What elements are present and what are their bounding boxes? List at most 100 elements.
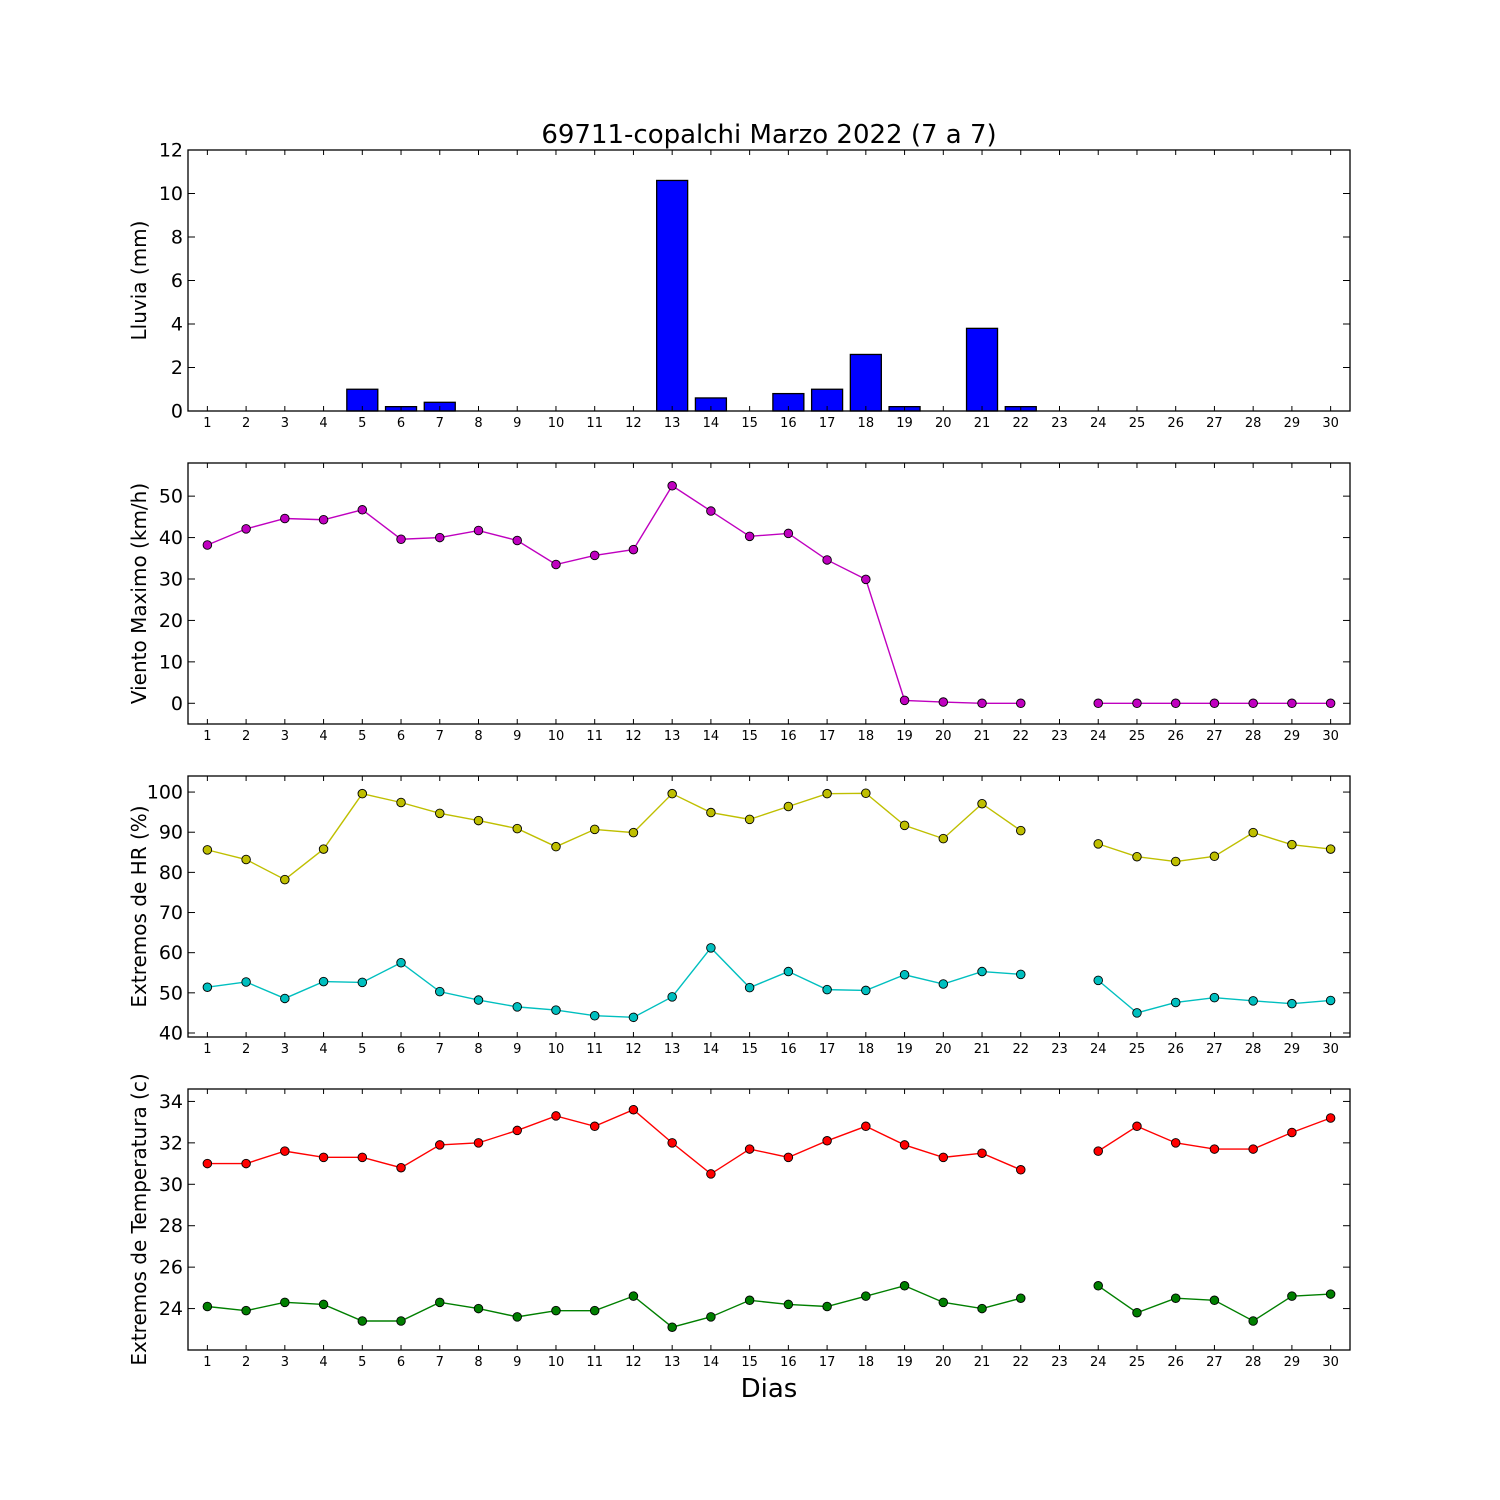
- chart-title: 69711-copalchi Marzo 2022 (7 a 7): [541, 120, 996, 150]
- series-2-point-day-9: [512, 1002, 522, 1012]
- x-tick-label: 19: [896, 1042, 913, 1057]
- series-1-point-day-6: [396, 534, 406, 544]
- series-1-point-day-18: [861, 1121, 871, 1132]
- series-1-point-day-24: [1093, 1146, 1103, 1156]
- series-1-point-day-5: [357, 1152, 368, 1163]
- series-1-point-day-22: [1016, 825, 1026, 836]
- series-1-point-day-4: [318, 515, 329, 525]
- series-2-point-day-12: [628, 1012, 639, 1023]
- series-2-point-day-20: [938, 1297, 949, 1308]
- x-tick-label: 1: [203, 1355, 211, 1370]
- x-tick-label: 24: [1090, 1042, 1107, 1057]
- series-2-point-day-6: [396, 957, 406, 968]
- x-tick-label: 6: [397, 729, 405, 744]
- x-tick-label: 10: [548, 729, 565, 744]
- series-2-point-day-2: [241, 977, 251, 987]
- x-tick-label: 9: [513, 1042, 521, 1057]
- series-2-point-day-15: [744, 982, 755, 993]
- x-tick-label: 22: [1012, 729, 1029, 744]
- x-tick-label: 23: [1051, 416, 1068, 431]
- y-tick-label: 4: [171, 314, 183, 336]
- series-2-point-day-12: [628, 1291, 639, 1301]
- series-1-point-day-13: [667, 481, 677, 491]
- series-2-point-day-8: [473, 995, 484, 1005]
- x-tick-label: 24: [1090, 1355, 1107, 1370]
- series-2-point-day-26: [1170, 997, 1181, 1008]
- x-tick-label: 28: [1245, 1355, 1262, 1370]
- series-1-point-day-14: [706, 807, 716, 818]
- series-2-point-day-17: [822, 984, 832, 995]
- x-tick-label: 16: [780, 416, 797, 431]
- y-tick-label: 10: [159, 183, 183, 205]
- x-tick-label: 29: [1284, 729, 1301, 744]
- x-tick-label: 16: [780, 1042, 797, 1057]
- series-2-point-day-8: [473, 1303, 484, 1314]
- x-tick-label: 15: [741, 1355, 758, 1370]
- series-1-point-day-6: [396, 797, 406, 808]
- x-tick-label: 8: [474, 1355, 482, 1370]
- series-1-point-day-29: [1287, 839, 1297, 850]
- series-2-point-day-30: [1325, 1289, 1336, 1299]
- series-2-point-day-22: [1016, 969, 1026, 980]
- series-1-point-day-21: [977, 1148, 987, 1158]
- x-tick-label: 3: [281, 1042, 289, 1057]
- series-1-point-day-7: [435, 808, 445, 819]
- x-tick-label: 11: [586, 416, 603, 431]
- x-tick-label: 2: [242, 416, 250, 431]
- series-2-point-day-10: [551, 1005, 561, 1015]
- series-1-point-day-3: [280, 874, 290, 885]
- x-tick-label: 4: [319, 1042, 327, 1057]
- series-1-point-day-10: [551, 841, 561, 852]
- x-tick-label: 17: [819, 416, 836, 431]
- series-2-point-day-21: [977, 1303, 987, 1314]
- x-tick-label: 22: [1012, 416, 1029, 431]
- x-tick-label: 18: [858, 1355, 875, 1370]
- x-tick-label: 25: [1129, 416, 1146, 431]
- panel-1: 1 2 3 4 5 6 7 8 9 10 11 12 13 14 15 16 17 18 19 20 21 22 23 24 2…: [127, 140, 1351, 431]
- series-1-point-day-20: [938, 833, 949, 844]
- series-2-point-day-17: [822, 1301, 832, 1312]
- y-tick-label: 24: [159, 1298, 183, 1320]
- x-tick-label: 15: [741, 729, 758, 744]
- panel-4-frame: [187, 1088, 1351, 1351]
- series-2-point-day-6: [396, 1316, 406, 1326]
- series-1-point-day-12: [628, 544, 639, 555]
- series-1-line-1: [207, 1108, 1022, 1175]
- panel-4-y-axis-label: Extremos de Temperatura (c): [127, 1073, 151, 1365]
- series-1-point-day-1: [202, 1158, 213, 1169]
- x-tick-label: 10: [548, 1042, 565, 1057]
- series-1-point-day-5: [357, 505, 368, 515]
- series-2-point-day-9: [512, 1312, 522, 1322]
- series-2-point-day-11: [589, 1305, 600, 1316]
- x-tick-label: 20: [935, 416, 952, 431]
- x-tick-label: 11: [586, 1355, 603, 1370]
- series-2-point-day-5: [357, 1316, 368, 1326]
- series-1-point-day-3: [280, 1146, 290, 1156]
- x-tick-label: 1: [203, 416, 211, 431]
- x-tick-label: 7: [436, 729, 444, 744]
- series-1-point-day-17: [822, 788, 832, 799]
- y-tick-label: 2: [171, 357, 183, 379]
- y-tick-label: 40: [159, 1022, 183, 1044]
- series-1-point-day-8: [473, 525, 484, 536]
- series-1-point-day-15: [744, 814, 755, 825]
- x-tick-label: 26: [1167, 416, 1184, 431]
- series-2-point-day-14: [706, 1312, 716, 1322]
- x-tick-label: 15: [741, 416, 758, 431]
- series-2-point-day-1: [202, 1301, 213, 1312]
- series-1-point-day-1: [202, 845, 213, 855]
- x-tick-label: 3: [281, 729, 289, 744]
- series-1-point-day-8: [473, 1138, 484, 1148]
- series-1-point-day-22: [1016, 1165, 1026, 1175]
- x-tick-label: 16: [780, 729, 797, 744]
- series-1-point-day-20: [938, 1152, 949, 1163]
- series-1-point-day-25: [1132, 851, 1142, 862]
- x-tick-label: 25: [1129, 1042, 1146, 1057]
- series-1-point-day-26: [1170, 698, 1181, 709]
- series-1-point-day-29: [1287, 698, 1297, 709]
- x-tick-label: 21: [974, 1042, 991, 1057]
- series-2-point-day-5: [357, 977, 368, 988]
- series-1-point-day-9: [512, 823, 522, 834]
- x-tick-label: 13: [664, 1042, 681, 1057]
- series-1-point-day-24: [1093, 839, 1103, 849]
